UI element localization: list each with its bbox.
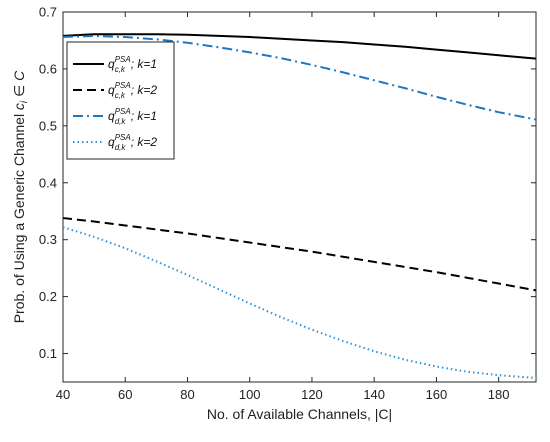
ticks-layer: 40 60 80 100 120 140 160 180 0.1 0.2 0.3 0.4 0.5 0.6 0… [39,5,536,402]
y-tick-label: 0.1 [39,346,57,361]
series-line-2 [62,217,537,292]
series-line-4 [62,226,537,380]
y-tick-label: 0.5 [39,118,57,133]
x-tick-label: 120 [301,387,323,402]
y-tick-label: 0.3 [39,232,57,247]
y-axis-label-sub: i [19,100,30,103]
series-line-1 [62,33,537,60]
legend-entry-2: qPSA c,k; k=2 [108,81,157,100]
y-axis-label-rel: ∈ [11,81,27,101]
x-tick-label: 80 [180,387,194,402]
series-line-3 [62,34,537,121]
y-axis-label: Prob. of Using a Generic Channel ci ∈ C [11,70,30,323]
y-axis-label-var: c [11,103,27,110]
x-tick-label: 140 [363,387,385,402]
legend: qPSA c,k; k=1 qPSA c,k; k=2 qPSA d,k; k=1 qPSA… [66,41,175,160]
x-tick-label: 40 [56,387,70,402]
series-layer [62,33,537,380]
legend-box [66,41,175,160]
x-tick-label: 100 [239,387,261,402]
legend-entry-1: qPSA c,k; k=1 [108,55,157,74]
legend-entries: qPSA c,k; k=1 qPSA c,k; k=2 qPSA d,k; k=1 qPSA… [73,55,157,152]
legend-entry-4: qPSA d,k; k=2 [108,133,157,152]
y-axis-label-prefix: Prob. of Using a Generic Channel [11,110,27,323]
y-tick-label: 0.4 [39,175,57,190]
x-axis-label: No. of Available Channels, |C| [207,406,392,422]
x-tick-label: 60 [118,387,132,402]
legend-entry-3: qPSA d,k; k=1 [108,107,157,126]
x-tick-label: 180 [488,387,510,402]
y-axis-label-set: C [11,70,27,81]
y-tick-label: 0.6 [39,61,57,76]
x-tick-label: 160 [426,387,448,402]
y-tick-label: 0.2 [39,289,57,304]
y-tick-label: 0.7 [39,5,57,20]
